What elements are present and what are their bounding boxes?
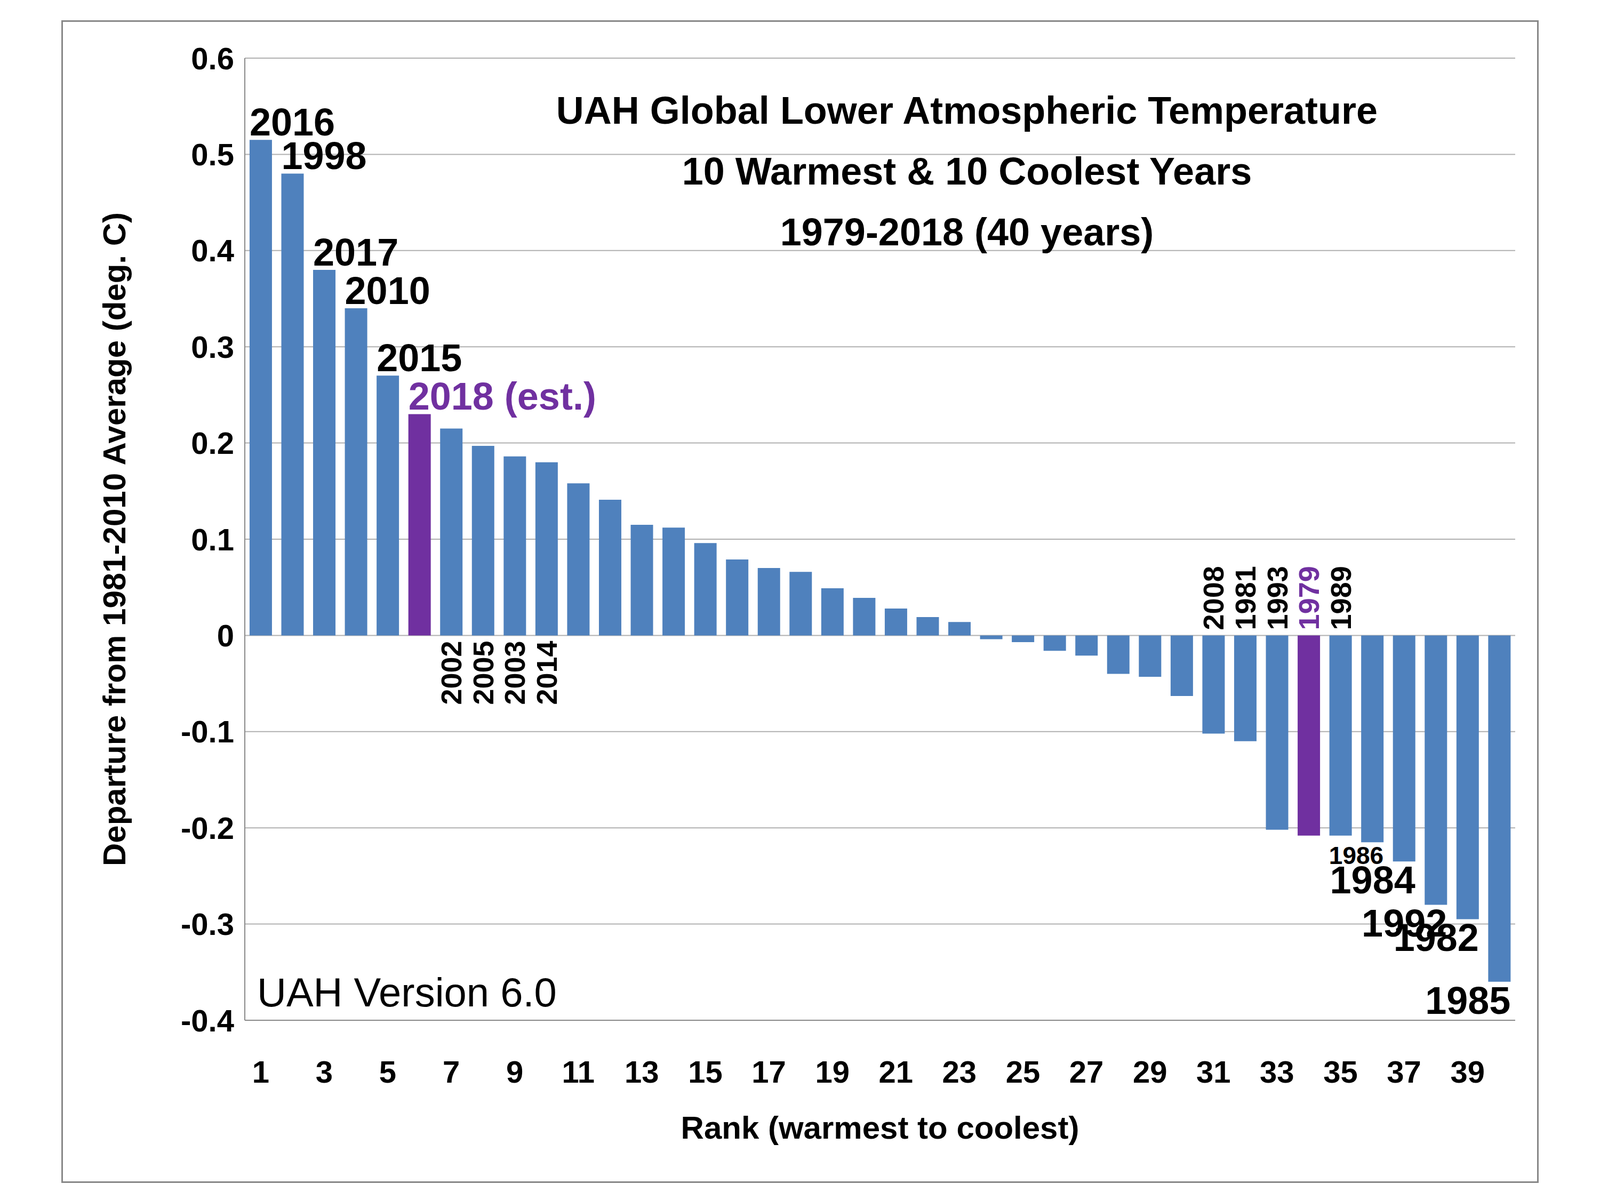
svg-text:1981: 1981 (1229, 565, 1262, 630)
svg-text:7: 7 (442, 1054, 460, 1090)
svg-text:0.1: 0.1 (190, 522, 235, 557)
html-text:10 Warmest & 10 Coolest Years: 10 Warmest & 10 Coolest Years (681, 149, 1252, 193)
svg-text:2015: 2015 (376, 336, 462, 380)
svg-text:1986: 1986 (1328, 841, 1384, 870)
svg-text:1982: 1982 (1393, 916, 1479, 959)
svg-text:17: 17 (751, 1054, 787, 1090)
svg-text:35: 35 (1323, 1054, 1358, 1090)
svg-text:0.6: 0.6 (190, 41, 235, 76)
svg-text:2014: 2014 (530, 640, 563, 705)
svg-text:2002: 2002 (435, 640, 468, 705)
svg-text:-0.1: -0.1 (180, 714, 235, 749)
html-text:Departure from 1981-2010 Avera: Departure from 1981-2010 Average (deg. C… (96, 212, 132, 867)
svg-text:3: 3 (315, 1054, 333, 1090)
svg-text:1: 1 (252, 1054, 270, 1090)
html-text:UAH Version 6.0: UAH Version 6.0 (257, 969, 557, 1015)
svg-text:25: 25 (1005, 1054, 1041, 1090)
svg-text:5: 5 (379, 1054, 397, 1090)
svg-text:1998: 1998 (281, 134, 367, 178)
svg-text:37: 37 (1386, 1054, 1422, 1090)
svg-text:2016: 2016 (249, 100, 335, 144)
html-text:1979-2018 (40 years): 1979-2018 (40 years) (780, 210, 1154, 254)
svg-text:2010: 2010 (345, 269, 431, 312)
svg-text:2018 (est.): 2018 (est.) (408, 374, 597, 418)
svg-text:0.2: 0.2 (190, 425, 235, 461)
svg-text:2003: 2003 (498, 640, 531, 705)
svg-text:15: 15 (688, 1054, 723, 1090)
svg-text:2017: 2017 (313, 230, 399, 274)
svg-text:31: 31 (1196, 1054, 1231, 1090)
svg-text:2008: 2008 (1197, 565, 1230, 630)
svg-text:29: 29 (1132, 1054, 1168, 1090)
svg-text:0.4: 0.4 (190, 233, 235, 268)
svg-text:1984: 1984 (1330, 858, 1416, 902)
svg-text:33: 33 (1259, 1054, 1295, 1090)
svg-text:1993: 1993 (1261, 565, 1294, 630)
svg-text:1989: 1989 (1324, 565, 1357, 630)
svg-text:1985: 1985 (1425, 979, 1511, 1022)
svg-text:0.5: 0.5 (190, 137, 235, 172)
svg-text:19: 19 (814, 1054, 850, 1090)
svg-text:-0.2: -0.2 (180, 810, 235, 846)
html-text:UAH Global Lower Atmospheric T: UAH Global Lower Atmospheric Temperature (556, 89, 1378, 132)
svg-text:-0.3: -0.3 (180, 906, 235, 942)
svg-text:9: 9 (506, 1054, 524, 1090)
svg-text:21: 21 (878, 1054, 914, 1090)
svg-text:27: 27 (1069, 1054, 1104, 1090)
svg-text:2005: 2005 (467, 640, 500, 705)
html-text:Rank (warmest to coolest): Rank (warmest to coolest) (680, 1109, 1080, 1146)
svg-text:13: 13 (624, 1054, 660, 1090)
svg-text:39: 39 (1450, 1054, 1485, 1090)
svg-text:0.3: 0.3 (190, 329, 235, 365)
svg-text:0: 0 (217, 618, 235, 653)
svg-text:11: 11 (562, 1054, 595, 1090)
svg-text:23: 23 (942, 1054, 978, 1090)
svg-text:-0.4: -0.4 (180, 1003, 235, 1038)
svg-text:1979: 1979 (1292, 565, 1325, 630)
